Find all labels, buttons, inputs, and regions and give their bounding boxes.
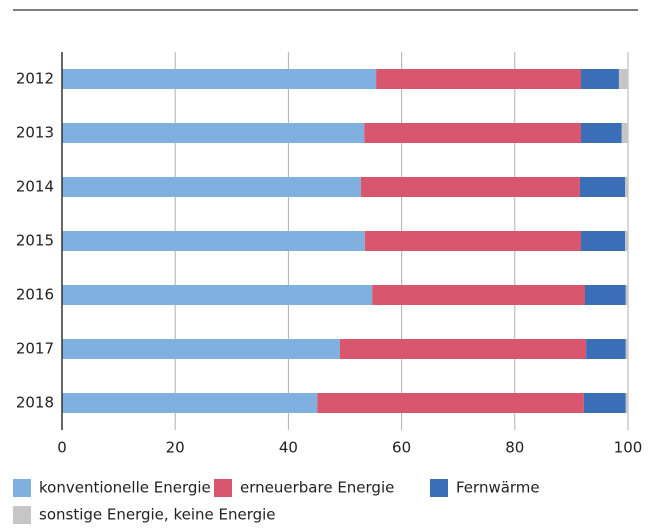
bar-segment [62, 339, 340, 359]
bar-segment [62, 177, 361, 197]
bar-segment [618, 69, 628, 89]
legend-swatch [214, 479, 232, 497]
bar-segment [364, 123, 582, 143]
x-tick-label: 80 [505, 439, 524, 457]
bar-segment [583, 393, 626, 413]
bar-segment [621, 123, 628, 143]
x-tick-label: 40 [279, 439, 298, 457]
legend-label: erneuerbare Energie [240, 479, 394, 497]
bar-segment [584, 285, 626, 305]
y-tick-label: 2016 [16, 286, 54, 304]
x-tick-label: 60 [392, 439, 411, 457]
y-tick-label: 2012 [16, 70, 54, 88]
bar-segment [364, 231, 582, 251]
bar-segment [581, 231, 626, 251]
x-tick-label: 20 [166, 439, 185, 457]
bar-segment [586, 339, 626, 359]
bar-segment [625, 393, 628, 413]
y-tick-label: 2018 [16, 394, 54, 412]
x-tick-label: 0 [57, 439, 67, 457]
bar-segment [62, 393, 318, 413]
bar-segment [625, 231, 628, 251]
bar-segment [62, 285, 373, 305]
legend-swatch [13, 506, 31, 524]
legend-swatch [13, 479, 31, 497]
y-tick-label: 2015 [16, 232, 54, 250]
y-tick-label: 2013 [16, 124, 54, 142]
y-tick-label: 2014 [16, 178, 54, 196]
legend-label: sonstige Energie, keine Energie [39, 506, 276, 524]
bar-segment [62, 123, 365, 143]
legend-label: Fernwärme [456, 479, 540, 497]
bar-segment [62, 69, 377, 89]
legend-label: konventionelle Energie [39, 479, 211, 497]
bar-segment [581, 69, 619, 89]
bar-segment [372, 285, 585, 305]
bar-segment [339, 339, 587, 359]
bar-segment [376, 69, 582, 89]
bar-segment [317, 393, 584, 413]
bar-segment [579, 177, 626, 197]
bar-segment [625, 177, 628, 197]
bar-segment [625, 339, 628, 359]
x-tick-label: 100 [614, 439, 643, 457]
legend-swatch [430, 479, 448, 497]
bar-segment [360, 177, 580, 197]
bar-segment [581, 123, 622, 143]
bar-segment [62, 231, 365, 251]
bar-segment [625, 285, 628, 305]
y-tick-label: 2017 [16, 340, 54, 358]
